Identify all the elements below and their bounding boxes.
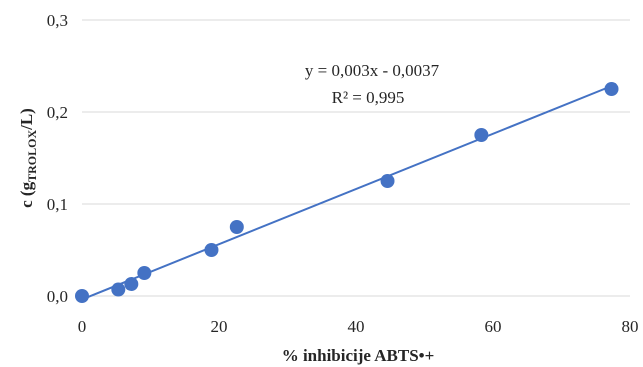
x-axis-title: % inhibicije ABTS•+ — [282, 346, 435, 365]
data-point-2 — [124, 277, 139, 292]
x-tick-label-3: 60 — [485, 317, 502, 336]
y-axis-title-suffix: /L) — [17, 108, 36, 131]
y-tick-label-1: 0,1 — [47, 195, 68, 214]
data-point-5 — [229, 220, 244, 234]
data-point-1 — [111, 282, 126, 297]
x-tick-label-2: 40 — [348, 317, 365, 336]
y-axis-title: c (gTROLOX/L) — [17, 108, 39, 208]
y-axis-title-subscript: TROLOX — [25, 130, 39, 182]
y-axis-title-prefix: c (g — [17, 181, 36, 207]
x-tick-label-4: 80 — [622, 317, 639, 336]
data-point-8 — [604, 82, 619, 96]
data-point-3 — [137, 266, 152, 280]
trendline-group — [81, 83, 617, 301]
r-squared-label: R² = 0,995 — [332, 88, 405, 107]
data-point-7 — [474, 128, 489, 142]
x-tick-label-1: 20 — [211, 317, 228, 336]
data-points — [75, 82, 619, 303]
data-point-4 — [204, 243, 219, 257]
equation-label: y = 0,003x - 0,0037 — [305, 61, 440, 80]
gridlines — [82, 19, 630, 205]
y-tick-label-2: 0,2 — [47, 103, 68, 122]
data-point-6 — [380, 174, 395, 188]
data-point-0 — [75, 289, 89, 303]
y-tick-label-0: 0,0 — [47, 287, 68, 306]
x-tick-label-0: 0 — [78, 317, 87, 336]
y-tick-labels: 0,0 0,1 0,2 0,3 — [47, 11, 68, 306]
x-tick-labels: 0 20 40 60 80 — [78, 317, 639, 336]
trendline — [81, 83, 617, 301]
y-tick-label-3: 0,3 — [47, 11, 68, 30]
